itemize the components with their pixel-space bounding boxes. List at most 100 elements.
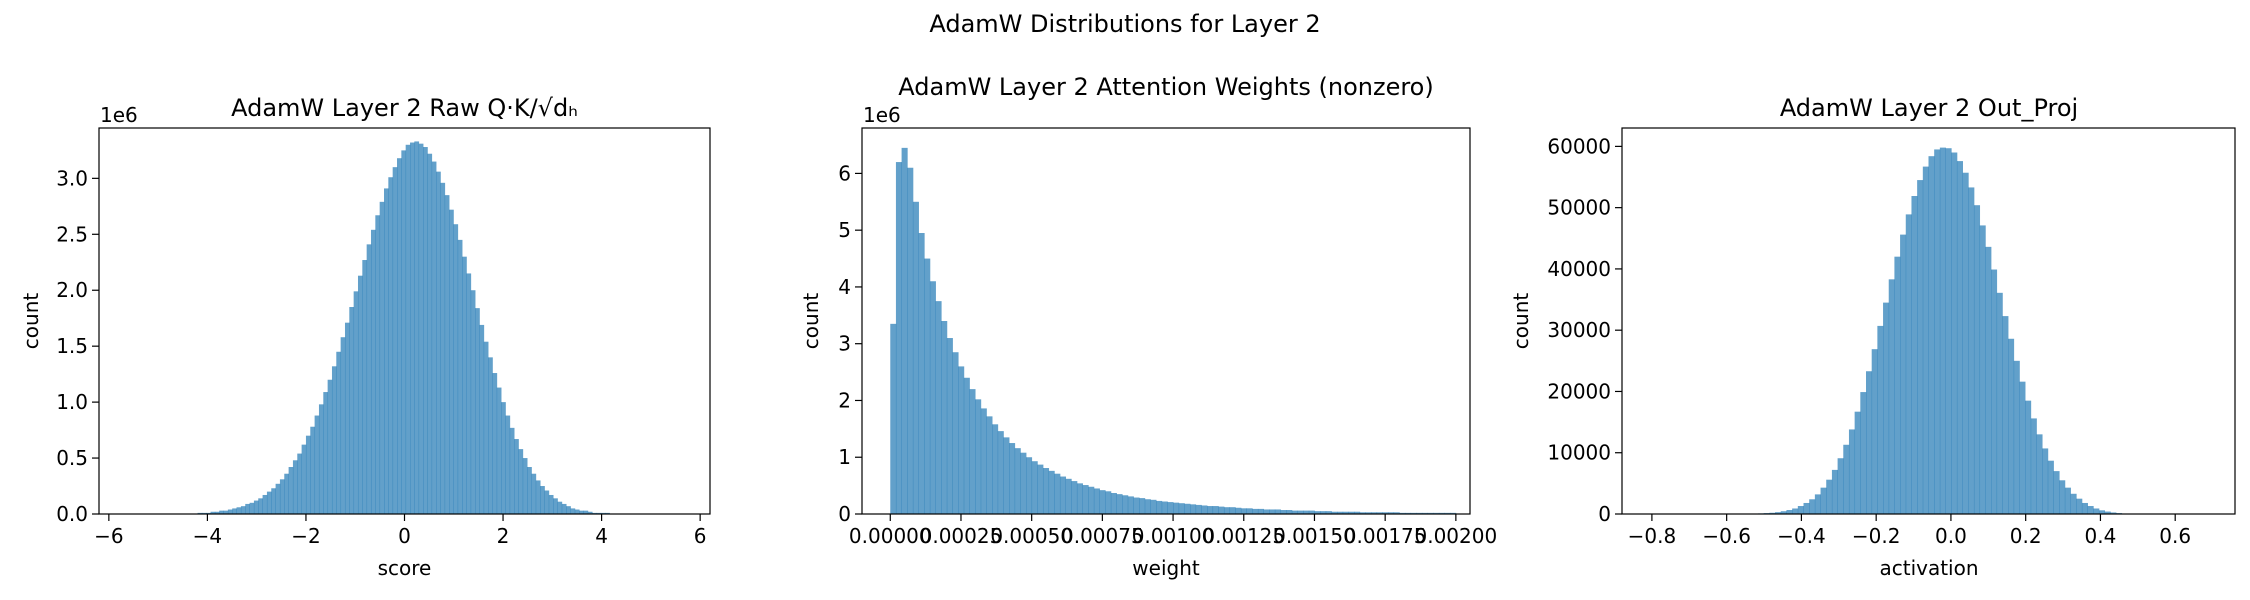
histogram-bar	[1144, 499, 1151, 514]
histogram-bar	[1009, 443, 1016, 514]
histogram-bar	[331, 366, 337, 514]
histogram-bar	[1156, 500, 1163, 514]
histogram-bar	[912, 201, 919, 515]
histogram-bar	[1917, 180, 1924, 514]
histogram-bar	[2025, 400, 2032, 514]
histogram-bars	[890, 147, 1457, 515]
histogram-bar	[531, 473, 537, 514]
y-tick-label: 0	[1598, 502, 1611, 526]
histogram-bar	[1337, 511, 1344, 514]
histogram-bar	[1342, 511, 1349, 514]
x-tick-label: 0.00200	[1415, 524, 1498, 548]
x-tick-label: 0.00025	[920, 524, 1003, 548]
histogram-bar	[1973, 205, 1981, 514]
x-tick-label: 2	[497, 524, 510, 548]
figure-suptitle: AdamW Distributions for Layer 2	[929, 10, 1320, 38]
x-axis-label: score	[378, 556, 432, 580]
y-tick-label: 50000	[1547, 196, 1611, 220]
histogram-bar	[946, 338, 953, 514]
histogram-bar	[1116, 494, 1123, 514]
axes-frame	[1621, 127, 2236, 515]
histogram-bar	[1190, 504, 1197, 514]
histogram-bar	[1883, 302, 1890, 514]
histogram-bar	[1308, 510, 1315, 514]
histogram-bar	[275, 483, 281, 514]
histogram-bar	[1820, 487, 1827, 514]
y-tick-label: 1.0	[56, 390, 88, 414]
histogram-bar	[410, 142, 415, 515]
histogram-bar	[1223, 507, 1231, 514]
histogram-bar	[483, 341, 489, 514]
histogram-bars	[1758, 147, 2145, 515]
histogram-bar	[279, 479, 285, 514]
histogram-bar	[1956, 161, 1963, 514]
histogram-bar	[1178, 503, 1185, 514]
histogram-bar	[266, 491, 272, 514]
histogram-bar	[535, 480, 541, 514]
histogram-bar	[1218, 506, 1225, 514]
histogram-bar	[924, 258, 931, 514]
x-tick-label: −2	[291, 524, 320, 548]
panel-title: AdamW Layer 2 Out_Proj	[1780, 94, 2078, 122]
histogram-bar	[1888, 279, 1895, 514]
histogram-bar	[379, 201, 385, 514]
histogram-bar	[2081, 502, 2088, 514]
histogram-bar	[958, 366, 965, 514]
histogram-bar	[1393, 512, 1400, 514]
histogram-bar	[1985, 246, 1992, 515]
histogram-bar	[236, 507, 242, 514]
histogram-bar	[210, 511, 216, 514]
histogram-bar	[901, 147, 908, 514]
histogram-bar	[1048, 470, 1055, 514]
histogram-bar	[1082, 485, 1089, 514]
x-tick-label: 0.4	[2085, 524, 2117, 548]
histogram-bar	[1996, 292, 2003, 514]
histogram-bar	[583, 510, 589, 514]
histogram-bar	[475, 308, 480, 514]
histogram-attention-weights: AdamW Layer 2 Attention Weights (nonzero…	[799, 73, 1497, 580]
histogram-bar	[907, 167, 914, 515]
histogram-bar	[392, 167, 398, 514]
histogram-bar	[288, 467, 294, 514]
histogram-out-proj-activations: AdamW Layer 2 Out_Proj activation count …	[1509, 94, 2236, 580]
histogram-bar	[436, 171, 441, 514]
histogram-raw-qk-scores: AdamW Layer 2 Raw Q·K/√dₕ score count 1e…	[19, 94, 711, 580]
histogram-bar	[2053, 471, 2060, 514]
axes-frame	[98, 127, 711, 515]
y-tick-label: 60000	[1547, 134, 1611, 158]
y-axis-ticks: 0 10000 20000 30000 40000 50000 60000	[1547, 134, 1622, 526]
histogram-bar	[249, 502, 255, 514]
histogram-bar	[1059, 476, 1067, 514]
histogram-bar	[501, 402, 506, 514]
y-offset-text: 1e6	[100, 103, 138, 127]
histogram-bar	[1387, 512, 1395, 514]
histogram-bar	[1127, 496, 1134, 514]
y-axis-ticks: 0 1 2 3 4 5 6	[838, 161, 862, 526]
y-tick-label: 0.0	[56, 502, 88, 526]
histogram-bar	[1945, 148, 1952, 514]
x-tick-label: 0.00125	[1202, 524, 1285, 548]
histogram-bar	[258, 498, 263, 514]
histogram-bar	[479, 324, 485, 514]
histogram-bar	[1240, 508, 1247, 514]
x-axis-label: activation	[1879, 556, 1978, 580]
y-tick-label: 20000	[1547, 379, 1611, 403]
histogram-bar	[1161, 501, 1168, 514]
histogram-bar	[1354, 511, 1361, 514]
x-axis-ticks: −0.8 −0.6 −0.4 −0.2 0.0 0.2 0.4 0.6	[1628, 514, 2191, 548]
x-tick-label: 4	[595, 524, 608, 548]
histogram-bar	[1325, 511, 1332, 514]
histogram-bar	[1314, 511, 1321, 514]
histogram-bar	[579, 510, 584, 514]
histogram-bar	[1229, 507, 1236, 514]
x-tick-label: −0.2	[1852, 524, 1901, 548]
histogram-bar	[1979, 225, 1986, 515]
histogram-bar	[1212, 506, 1219, 514]
y-tick-label: 10000	[1547, 441, 1611, 465]
histogram-bar	[997, 431, 1004, 514]
histogram-bar	[292, 460, 298, 514]
histogram-bar	[466, 273, 472, 514]
histogram-bar	[1866, 371, 1873, 514]
histogram-bar	[1939, 147, 1946, 515]
x-axis-ticks: 0.000000.000250.000500.000750.001000.001…	[849, 514, 1497, 548]
